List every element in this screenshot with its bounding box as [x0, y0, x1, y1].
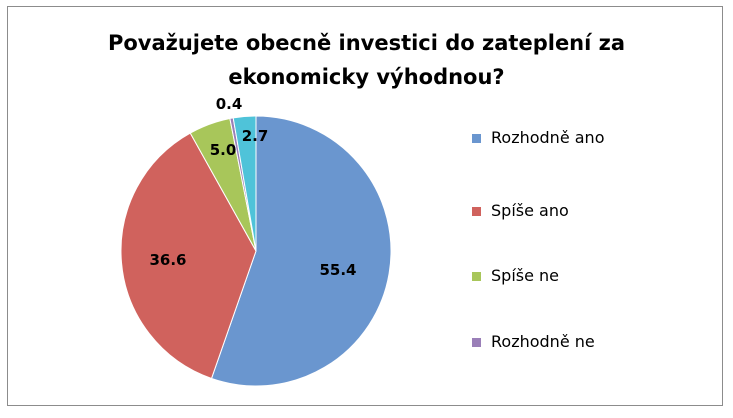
- chart-title: Považujete obecně investici do zateplení…: [0, 26, 733, 94]
- data-label-4: 2.7: [242, 127, 269, 145]
- legend-label: Rozhodně ne: [491, 332, 595, 351]
- data-label-3: 0.4: [216, 95, 243, 113]
- pie-slice-4: [232, 115, 257, 252]
- legend-swatch: [472, 338, 481, 347]
- chart-title-line-2: ekonomicky výhodnou?: [228, 65, 505, 89]
- data-label-1: 36.6: [149, 251, 186, 269]
- legend-label: Spíše ano: [491, 201, 569, 220]
- legend-swatch: [472, 207, 481, 216]
- data-label-2: 5.0: [210, 141, 237, 159]
- data-label-0: 55.4: [319, 261, 356, 279]
- legend-swatch: [472, 134, 481, 143]
- legend-label: Spíše ne: [491, 266, 560, 285]
- legend-label: Rozhodně ano: [491, 128, 605, 147]
- legend-swatch: [472, 272, 481, 281]
- pie-slice-1: [120, 132, 257, 380]
- chart-title-line-1: Považujete obecně investici do zateplení…: [107, 31, 626, 55]
